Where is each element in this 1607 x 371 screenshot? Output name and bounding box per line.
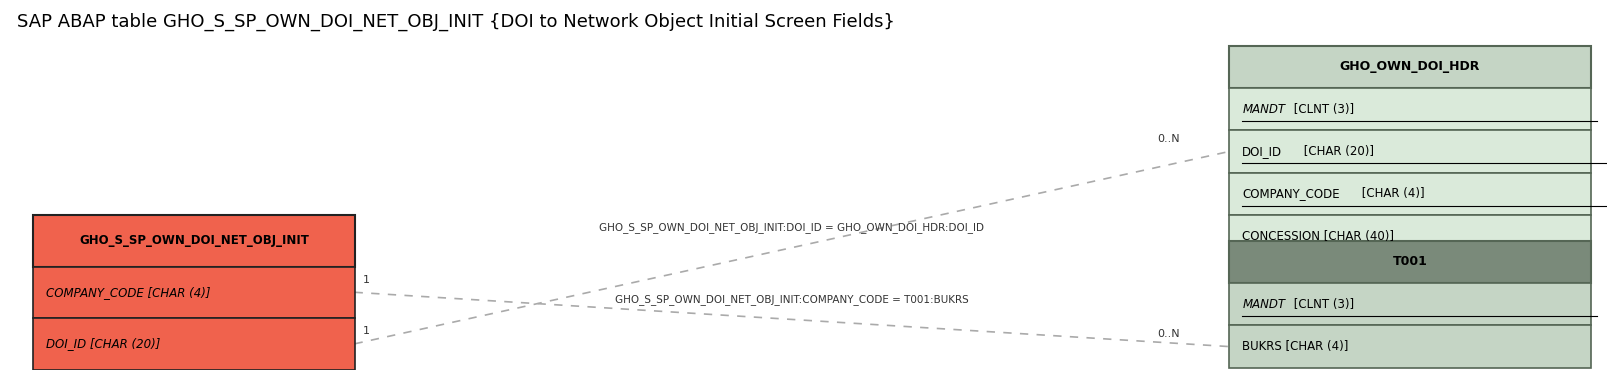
FancyBboxPatch shape	[34, 215, 354, 266]
Text: [CLNT (3)]: [CLNT (3)]	[1289, 298, 1353, 311]
FancyBboxPatch shape	[1229, 173, 1589, 215]
FancyBboxPatch shape	[1229, 46, 1589, 88]
Text: GHO_OWN_DOI_HDR: GHO_OWN_DOI_HDR	[1339, 60, 1478, 73]
FancyBboxPatch shape	[1229, 88, 1589, 130]
Text: [CHAR (20)]: [CHAR (20)]	[1298, 145, 1372, 158]
Text: COMPANY_CODE: COMPANY_CODE	[1242, 187, 1339, 200]
Text: DOI_ID [CHAR (20)]: DOI_ID [CHAR (20)]	[47, 337, 161, 350]
Text: MANDT: MANDT	[1242, 103, 1284, 116]
Text: [CHAR (4)]: [CHAR (4)]	[1356, 187, 1424, 200]
Text: GHO_S_SP_OWN_DOI_NET_OBJ_INIT:COMPANY_CODE = T001:BUKRS: GHO_S_SP_OWN_DOI_NET_OBJ_INIT:COMPANY_CO…	[615, 294, 969, 305]
Text: 0..N: 0..N	[1157, 134, 1180, 144]
Text: DOI_ID: DOI_ID	[1242, 145, 1281, 158]
Text: COMPANY_CODE [CHAR (4)]: COMPANY_CODE [CHAR (4)]	[47, 286, 211, 299]
FancyBboxPatch shape	[1229, 130, 1589, 173]
FancyBboxPatch shape	[1229, 325, 1589, 368]
Text: T001: T001	[1392, 255, 1427, 268]
Text: SAP ABAP table GHO_S_SP_OWN_DOI_NET_OBJ_INIT {DOI to Network Object Initial Scre: SAP ABAP table GHO_S_SP_OWN_DOI_NET_OBJ_…	[18, 13, 895, 31]
Text: CONCESSION [CHAR (40)]: CONCESSION [CHAR (40)]	[1242, 230, 1393, 243]
Text: BUKRS [CHAR (4)]: BUKRS [CHAR (4)]	[1242, 340, 1348, 353]
FancyBboxPatch shape	[1229, 241, 1589, 283]
Text: 1: 1	[362, 275, 370, 285]
Text: GHO_S_SP_OWN_DOI_NET_OBJ_INIT:DOI_ID = GHO_OWN_DOI_HDR:DOI_ID: GHO_S_SP_OWN_DOI_NET_OBJ_INIT:DOI_ID = G…	[599, 222, 983, 233]
Text: MANDT: MANDT	[1242, 298, 1284, 311]
Text: GHO_S_SP_OWN_DOI_NET_OBJ_INIT: GHO_S_SP_OWN_DOI_NET_OBJ_INIT	[79, 234, 309, 247]
FancyBboxPatch shape	[1229, 283, 1589, 325]
FancyBboxPatch shape	[1229, 215, 1589, 257]
Text: [CLNT (3)]: [CLNT (3)]	[1289, 103, 1353, 116]
FancyBboxPatch shape	[34, 266, 354, 318]
Text: 0..N: 0..N	[1157, 329, 1180, 339]
FancyBboxPatch shape	[34, 318, 354, 370]
Text: 1: 1	[362, 326, 370, 336]
